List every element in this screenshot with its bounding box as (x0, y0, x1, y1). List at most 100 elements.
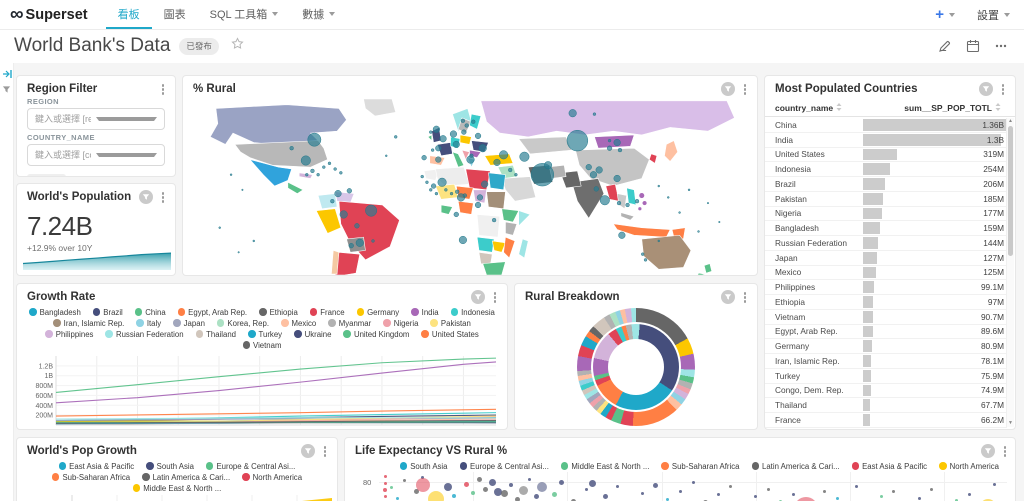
legend-item[interactable]: Ethiopia (259, 308, 298, 317)
settings-menu[interactable]: 設置 (977, 7, 1010, 23)
table-row[interactable]: China 1.36B (765, 118, 1007, 133)
legend-item[interactable]: Myanmar (328, 319, 371, 328)
legend-item[interactable]: Sub-Saharan Africa (661, 462, 740, 471)
legend-item[interactable]: Brazil (92, 308, 123, 317)
legend-item[interactable]: Pakistan (430, 319, 471, 328)
country-name-select[interactable]: 鍵入或選擇 [country_name] (27, 143, 165, 166)
scroll-down-icon[interactable]: ▼ (1008, 420, 1013, 426)
table-row[interactable]: Ethiopia 97M (765, 295, 1007, 310)
table-row[interactable]: Iran, Islamic Rep. 78.1M (765, 354, 1007, 369)
table-row[interactable]: Congo, Dem. Rep. 74.9M (765, 384, 1007, 399)
table-row[interactable]: Vietnam 90.7M (765, 310, 1007, 325)
legend-item[interactable]: Europe & Central Asi... (459, 462, 549, 471)
kebab-menu-icon[interactable] (741, 290, 750, 305)
legend-item[interactable]: Nigeria (383, 319, 418, 328)
nav-item[interactable]: 數據 (290, 0, 347, 29)
table-row[interactable]: Brazil 206M (765, 177, 1007, 192)
table-row[interactable]: Germany 80.9M (765, 339, 1007, 354)
table-row[interactable]: Nigeria 177M (765, 207, 1007, 222)
table-row[interactable]: Thailand 67.7M (765, 398, 1007, 413)
legend-item[interactable]: East Asia & Pacific (58, 462, 134, 471)
filter-indicator-icon[interactable] (470, 290, 485, 305)
filter-indicator-icon[interactable] (980, 444, 995, 459)
region-select[interactable]: 鍵入或選擇 [region] (27, 107, 165, 130)
kebab-menu-icon[interactable] (159, 190, 168, 205)
filter-funnel-icon[interactable] (2, 85, 11, 94)
legend-item[interactable]: Indonesia (450, 308, 495, 317)
nav-item[interactable]: SQL 工具箱 (198, 0, 291, 29)
kebab-menu-icon[interactable] (491, 290, 500, 305)
more-options-icon[interactable] (994, 39, 1008, 53)
published-badge[interactable]: 已發布 (179, 37, 219, 55)
filter-indicator-icon[interactable] (720, 82, 735, 97)
legend-item[interactable]: Vietnam (242, 341, 281, 350)
table-row[interactable]: France 66.2M (765, 413, 1007, 428)
legend-item[interactable]: Philippines (45, 330, 93, 339)
filter-indicator-icon[interactable] (978, 82, 993, 97)
legend-item[interactable]: Sub-Saharan Africa (51, 473, 130, 482)
filter-indicator-icon[interactable] (300, 444, 315, 459)
legend-item[interactable]: South Asia (146, 462, 194, 471)
table-row[interactable]: India 1.3B (765, 133, 1007, 148)
favorite-star-icon[interactable] (231, 37, 244, 55)
legend-item[interactable]: Thailand (195, 330, 236, 339)
kebab-menu-icon[interactable] (321, 444, 330, 459)
legend-item[interactable]: North America (939, 462, 999, 471)
legend-item[interactable]: Iran, Islamic Rep. (53, 319, 124, 328)
scroll-up-icon[interactable]: ▲ (1008, 118, 1013, 124)
legend-item[interactable]: Ukraine (294, 330, 331, 339)
legend-item[interactable]: North America (242, 473, 302, 482)
world-map-chart[interactable] (183, 98, 757, 275)
scrollbar-thumb[interactable] (1008, 126, 1013, 256)
kebab-menu-icon[interactable] (999, 82, 1008, 97)
legend-item[interactable]: Europe & Central Asi... (205, 462, 295, 471)
table-row[interactable]: Pakistan 185M (765, 192, 1007, 207)
legend-item[interactable]: Mexico (281, 319, 316, 328)
table-row[interactable]: Indonesia 254M (765, 162, 1007, 177)
new-item-button[interactable]: + (935, 6, 955, 23)
table-row[interactable]: Mexico 125M (765, 266, 1007, 281)
legend-item[interactable]: Turkey (248, 330, 282, 339)
legend-item[interactable]: Egypt, Arab Rep. (177, 308, 247, 317)
table-row[interactable]: Turkey 75.9M (765, 369, 1007, 384)
legend-item[interactable]: Russian Federation (105, 330, 184, 339)
legend-item[interactable]: South Asia (399, 462, 448, 471)
legend-item[interactable]: Bangladesh (29, 308, 81, 317)
nav-item[interactable]: 圖表 (163, 8, 186, 21)
legend-item[interactable]: Japan (173, 319, 205, 328)
legend-item[interactable]: United Kingdom (343, 330, 409, 339)
legend-item[interactable]: France (309, 308, 345, 317)
legend-item[interactable]: Latin America & Cari... (142, 473, 230, 482)
legend-item[interactable]: India (411, 308, 439, 317)
legend-item[interactable]: Latin America & Cari... (751, 462, 840, 471)
kebab-menu-icon[interactable] (159, 82, 168, 97)
legend-item[interactable]: East Asia & Pacific (851, 462, 927, 471)
legend-item[interactable]: Middle East & North ... (132, 484, 221, 493)
filter-indicator-icon[interactable] (720, 290, 735, 305)
column-header-sum[interactable]: sum__SP_POP_TOTL (904, 102, 1001, 113)
column-header-country[interactable]: country_name (775, 102, 842, 113)
apply-filter-button[interactable]: 應用 (27, 173, 67, 176)
superset-logo[interactable]: ∞ Superset (10, 5, 88, 24)
legend-item[interactable]: Middle East & North ... (560, 462, 649, 471)
table-row[interactable]: Russian Federation 144M (765, 236, 1007, 251)
nav-item[interactable]: 看板 (105, 0, 152, 29)
legend-item[interactable]: United States (421, 330, 479, 339)
table-row[interactable]: Bangladesh 159M (765, 221, 1007, 236)
kebab-menu-icon[interactable] (741, 82, 750, 97)
expand-filter-bar-icon[interactable] (2, 69, 12, 79)
table-row[interactable]: United Kingdom64.5M (765, 428, 1007, 429)
legend-item[interactable]: Italy (136, 319, 161, 328)
kebab-menu-icon[interactable] (1001, 444, 1010, 459)
table-row[interactable]: Japan 127M (765, 251, 1007, 266)
table-scrollbar[interactable]: ▲ ▼ (1006, 118, 1014, 427)
sunburst-chart[interactable] (577, 308, 695, 426)
schedule-calendar-icon[interactable] (966, 39, 980, 53)
legend-item[interactable]: China (134, 308, 166, 317)
table-row[interactable]: United States 319M (765, 148, 1007, 163)
legend-item[interactable]: Korea, Rep. (216, 319, 269, 328)
legend-item[interactable]: Germany (356, 308, 399, 317)
table-row[interactable]: Egypt, Arab Rep. 89.6M (765, 325, 1007, 340)
edit-pencil-icon[interactable] (938, 39, 952, 53)
filter-indicator-icon[interactable] (138, 190, 153, 205)
